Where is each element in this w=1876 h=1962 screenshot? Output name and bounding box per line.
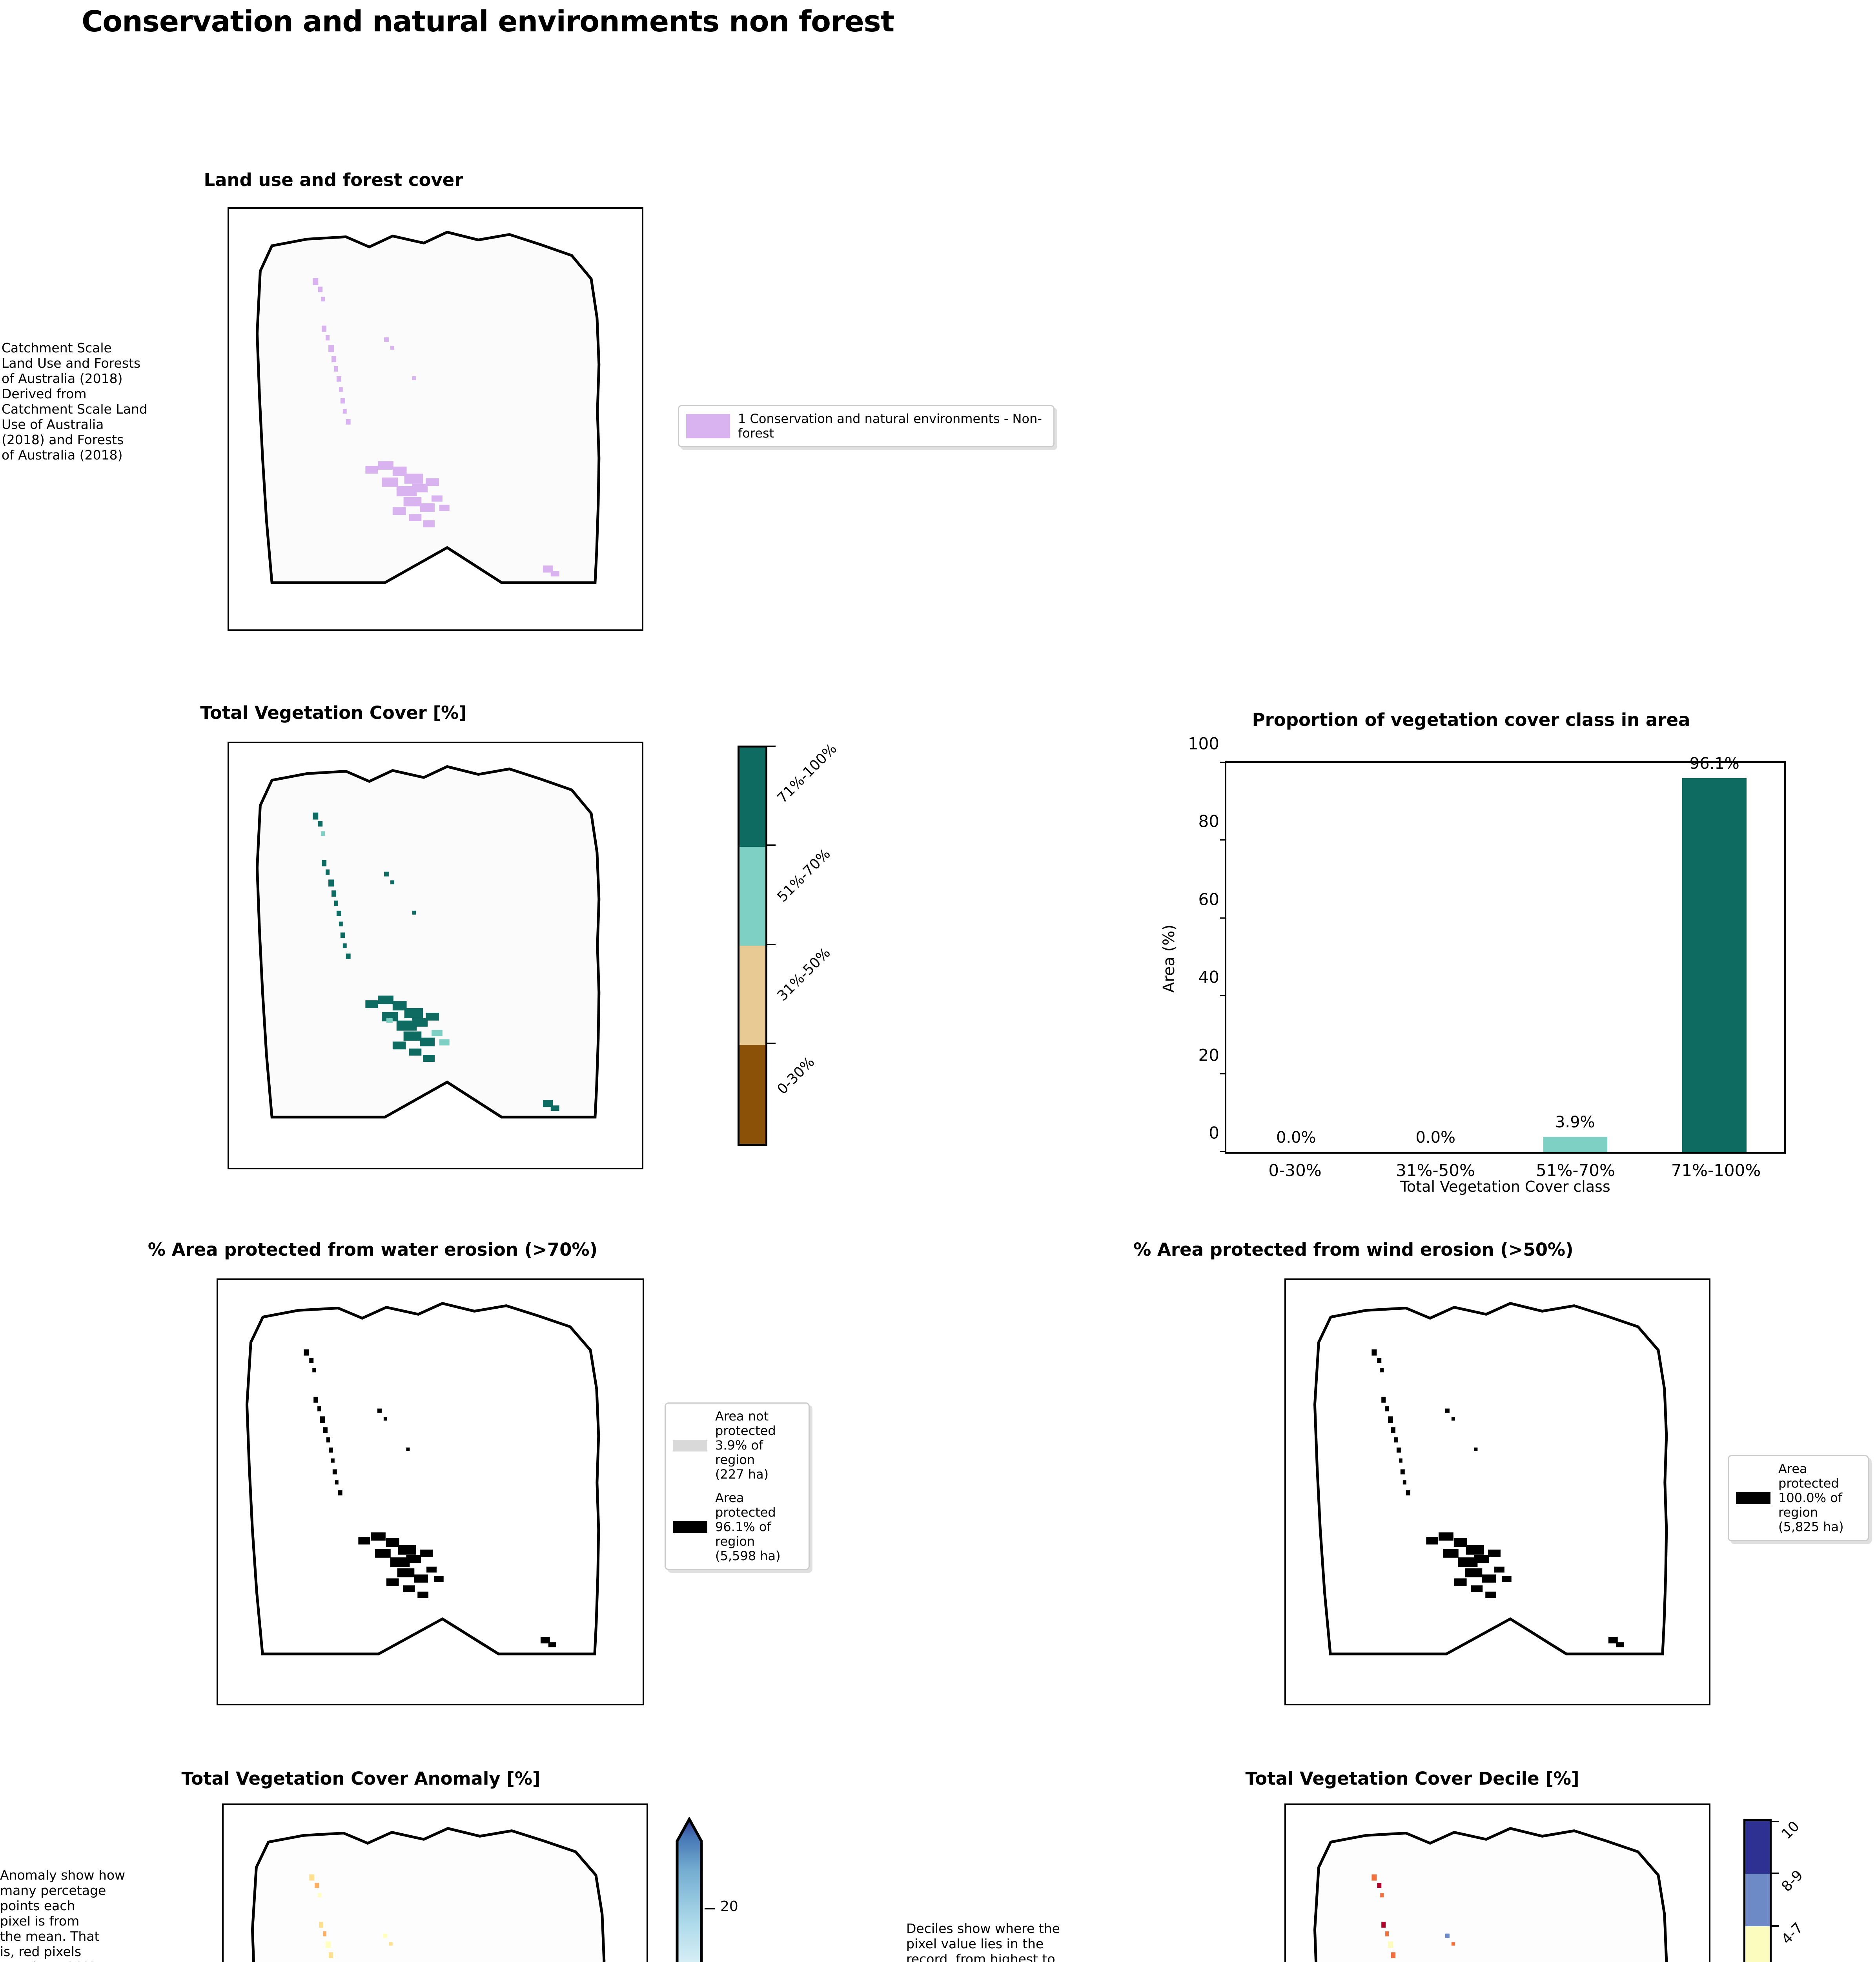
decile-seg-10 xyxy=(1745,1821,1770,1874)
landuse-legend-swatch-icon xyxy=(686,414,730,439)
water-erosion-map[interactable] xyxy=(217,1278,644,1705)
chart-y-axis-label: Area (%) xyxy=(1160,924,1178,993)
landuse-legend[interactable]: 1 Conservation and natural environments … xyxy=(678,405,1055,448)
landuse-map-svg xyxy=(255,230,601,584)
legend-item: 1 Conservation and natural environments … xyxy=(686,411,1046,441)
wind-erosion-map-svg xyxy=(1313,1302,1668,1656)
vegcover-cbar-label-51-70: 51%-70% xyxy=(774,846,834,905)
bar-series: 0.0% 0.0% 3.9% 96.1% xyxy=(1226,755,1785,1152)
bar-column: 0.0% xyxy=(1366,763,1506,1152)
cbar-seg-71-100 xyxy=(739,748,765,847)
cbar-tick xyxy=(765,1043,776,1044)
anomaly-cbar-tick-20: 20 xyxy=(720,1898,738,1915)
vegcover-map-svg xyxy=(255,765,601,1119)
bar-column: 3.9% xyxy=(1505,763,1645,1152)
vegcover-cbar-label-31-50: 31%-50% xyxy=(774,945,834,1004)
decile-seg-8-9 xyxy=(1745,1873,1770,1926)
anomaly-colorbar-svg xyxy=(676,1816,703,1962)
proportion-chart-title: Proportion of vegetation cover class in … xyxy=(1252,709,1690,730)
legend-item-label: 1 Conservation and natural environments … xyxy=(738,411,1042,441)
y-tick-label: 20 xyxy=(1198,1045,1219,1065)
y-tick-label: 80 xyxy=(1198,811,1219,831)
decile-cbar-label-4-7: 4-7 xyxy=(1778,1920,1807,1947)
bar-value-label: 0.0% xyxy=(1415,1129,1456,1147)
decile-panel-title: Total Vegetation Cover Decile [%] xyxy=(1245,1768,1579,1789)
area-not-protected-swatch-icon xyxy=(673,1439,707,1451)
x-tick-label: 0-30% xyxy=(1268,1161,1322,1180)
landuse-map[interactable] xyxy=(228,207,643,631)
landuse-source-note: Catchment Scale Land Use and Forests of … xyxy=(2,340,148,463)
page-title: Conservation and natural environments no… xyxy=(82,5,894,38)
wind-erosion-panel-title: % Area protected from wind erosion (>50%… xyxy=(1133,1239,1574,1260)
anomaly-map[interactable] xyxy=(222,1803,648,1962)
cbar-tick xyxy=(765,944,776,945)
legend-item: Area not protected 3.9% of region (227 h… xyxy=(673,1409,801,1482)
cbar-seg-31-50 xyxy=(739,946,765,1045)
bar-column: 96.1% xyxy=(1645,755,1785,1152)
x-tick-label: 71%-100% xyxy=(1671,1161,1761,1180)
cbar-seg-0-30 xyxy=(739,1045,765,1144)
y-tick-label: 0 xyxy=(1209,1123,1219,1143)
bar xyxy=(1682,778,1747,1152)
y-tick-label: 40 xyxy=(1198,967,1219,987)
vegcover-cbar-label-0-30: 0-30% xyxy=(774,1054,818,1098)
vegcover-cbar-label-71-100: 71%-100% xyxy=(774,740,840,806)
legend-item-label: Area not protected 3.9% of region (227 h… xyxy=(715,1409,776,1482)
chart-x-axis-label: Total Vegetation Cover class xyxy=(1400,1178,1610,1195)
legend-item: Area protected 96.1% of region (5,598 ha… xyxy=(673,1490,801,1564)
cbar-tick xyxy=(1770,1873,1779,1874)
y-tick-label: 60 xyxy=(1198,890,1219,909)
chart-plot-area: 0 20 40 60 80 100 0.0% 0.0% 3.9% 96.1% xyxy=(1188,734,1786,1154)
cbar-tick xyxy=(765,844,776,846)
decile-colorbar xyxy=(1743,1819,1772,1962)
decile-seg-4-7 xyxy=(1745,1926,1770,1962)
water-erosion-map-svg xyxy=(245,1302,600,1656)
anomaly-explanation-note: Anomaly show how many percetage points e… xyxy=(0,1867,126,1962)
water-erosion-legend[interactable]: Area not protected 3.9% of region (227 h… xyxy=(665,1402,810,1570)
bar xyxy=(1543,1137,1607,1152)
y-tick-label: 100 xyxy=(1188,734,1219,753)
legend-item: Area protected 100.0% of region (5,825 h… xyxy=(1736,1461,1861,1535)
anomaly-colorbar xyxy=(675,1816,704,1962)
decile-explanation-note: Deciles show where the pixel value lies … xyxy=(906,1921,1060,1962)
decile-map[interactable] xyxy=(1284,1803,1710,1962)
cbar-tick xyxy=(1770,1821,1779,1822)
vegcover-colorbar xyxy=(738,746,767,1146)
cbar-tick xyxy=(765,746,776,747)
wind-erosion-legend[interactable]: Area protected 100.0% of region (5,825 h… xyxy=(1728,1455,1869,1541)
decile-cbar-label-8-9: 8-9 xyxy=(1778,1867,1807,1895)
anomaly-map-svg xyxy=(251,1827,606,1962)
landuse-panel-title: Land use and forest cover xyxy=(204,170,463,190)
legend-item-label: Area protected 100.0% of region (5,825 h… xyxy=(1778,1461,1844,1535)
cbar-tick xyxy=(1770,1925,1779,1927)
proportion-chart[interactable]: 0 20 40 60 80 100 0.0% 0.0% 3.9% 96.1% 0-30… xyxy=(1138,734,1844,1201)
x-tick-label: 31%-50% xyxy=(1396,1161,1475,1180)
decile-map-svg xyxy=(1313,1827,1668,1962)
bar-value-label: 0.0% xyxy=(1276,1129,1316,1147)
area-protected-swatch-icon xyxy=(673,1521,707,1533)
bar-column: 0.0% xyxy=(1226,763,1366,1152)
anomaly-panel-title: Total Vegetation Cover Anomaly [%] xyxy=(181,1768,541,1789)
decile-cbar-label-10: 10 xyxy=(1778,1818,1803,1842)
x-tick-label: 51%-70% xyxy=(1536,1161,1615,1180)
legend-item-label: Area protected 96.1% of region (5,598 ha… xyxy=(715,1490,781,1563)
area-protected-swatch-icon xyxy=(1736,1492,1770,1504)
bar-value-label: 96.1% xyxy=(1689,754,1739,773)
water-erosion-panel-title: % Area protected from water erosion (>70… xyxy=(148,1239,598,1260)
cbar-seg-51-70 xyxy=(739,846,765,946)
wind-erosion-map[interactable] xyxy=(1284,1278,1710,1705)
cbar-tick xyxy=(705,1908,715,1909)
vegcover-panel-title: Total Vegetation Cover [%] xyxy=(200,702,467,723)
bar-value-label: 3.9% xyxy=(1555,1113,1595,1132)
vegcover-map[interactable] xyxy=(228,742,643,1169)
